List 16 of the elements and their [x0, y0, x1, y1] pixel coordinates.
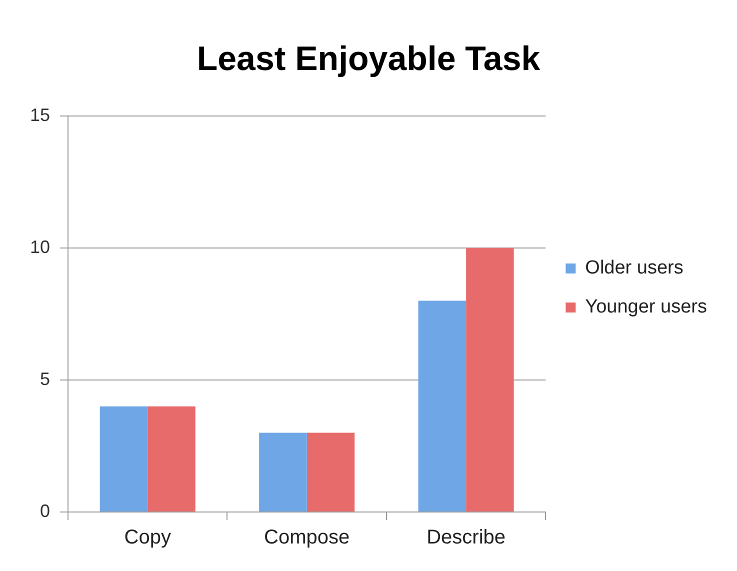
bar: [418, 300, 466, 512]
y-tick-label: 0: [40, 500, 50, 521]
y-tick-label: 5: [40, 368, 50, 389]
bar: [100, 406, 148, 512]
bar: [306, 432, 355, 512]
bar: [466, 248, 514, 512]
x-tick-label: Copy: [124, 526, 171, 549]
bar: [259, 432, 307, 512]
legend-label: Older users: [585, 258, 684, 279]
x-tick-label: Compose: [264, 526, 350, 549]
legend-label: Younger users: [585, 296, 708, 318]
y-tick-label: 10: [30, 236, 50, 257]
y-tick-label: 15: [30, 104, 50, 125]
x-tick-label: Describe: [426, 526, 506, 549]
chart-title: Least Enjoyable Task: [196, 40, 540, 78]
bar: [148, 406, 196, 512]
